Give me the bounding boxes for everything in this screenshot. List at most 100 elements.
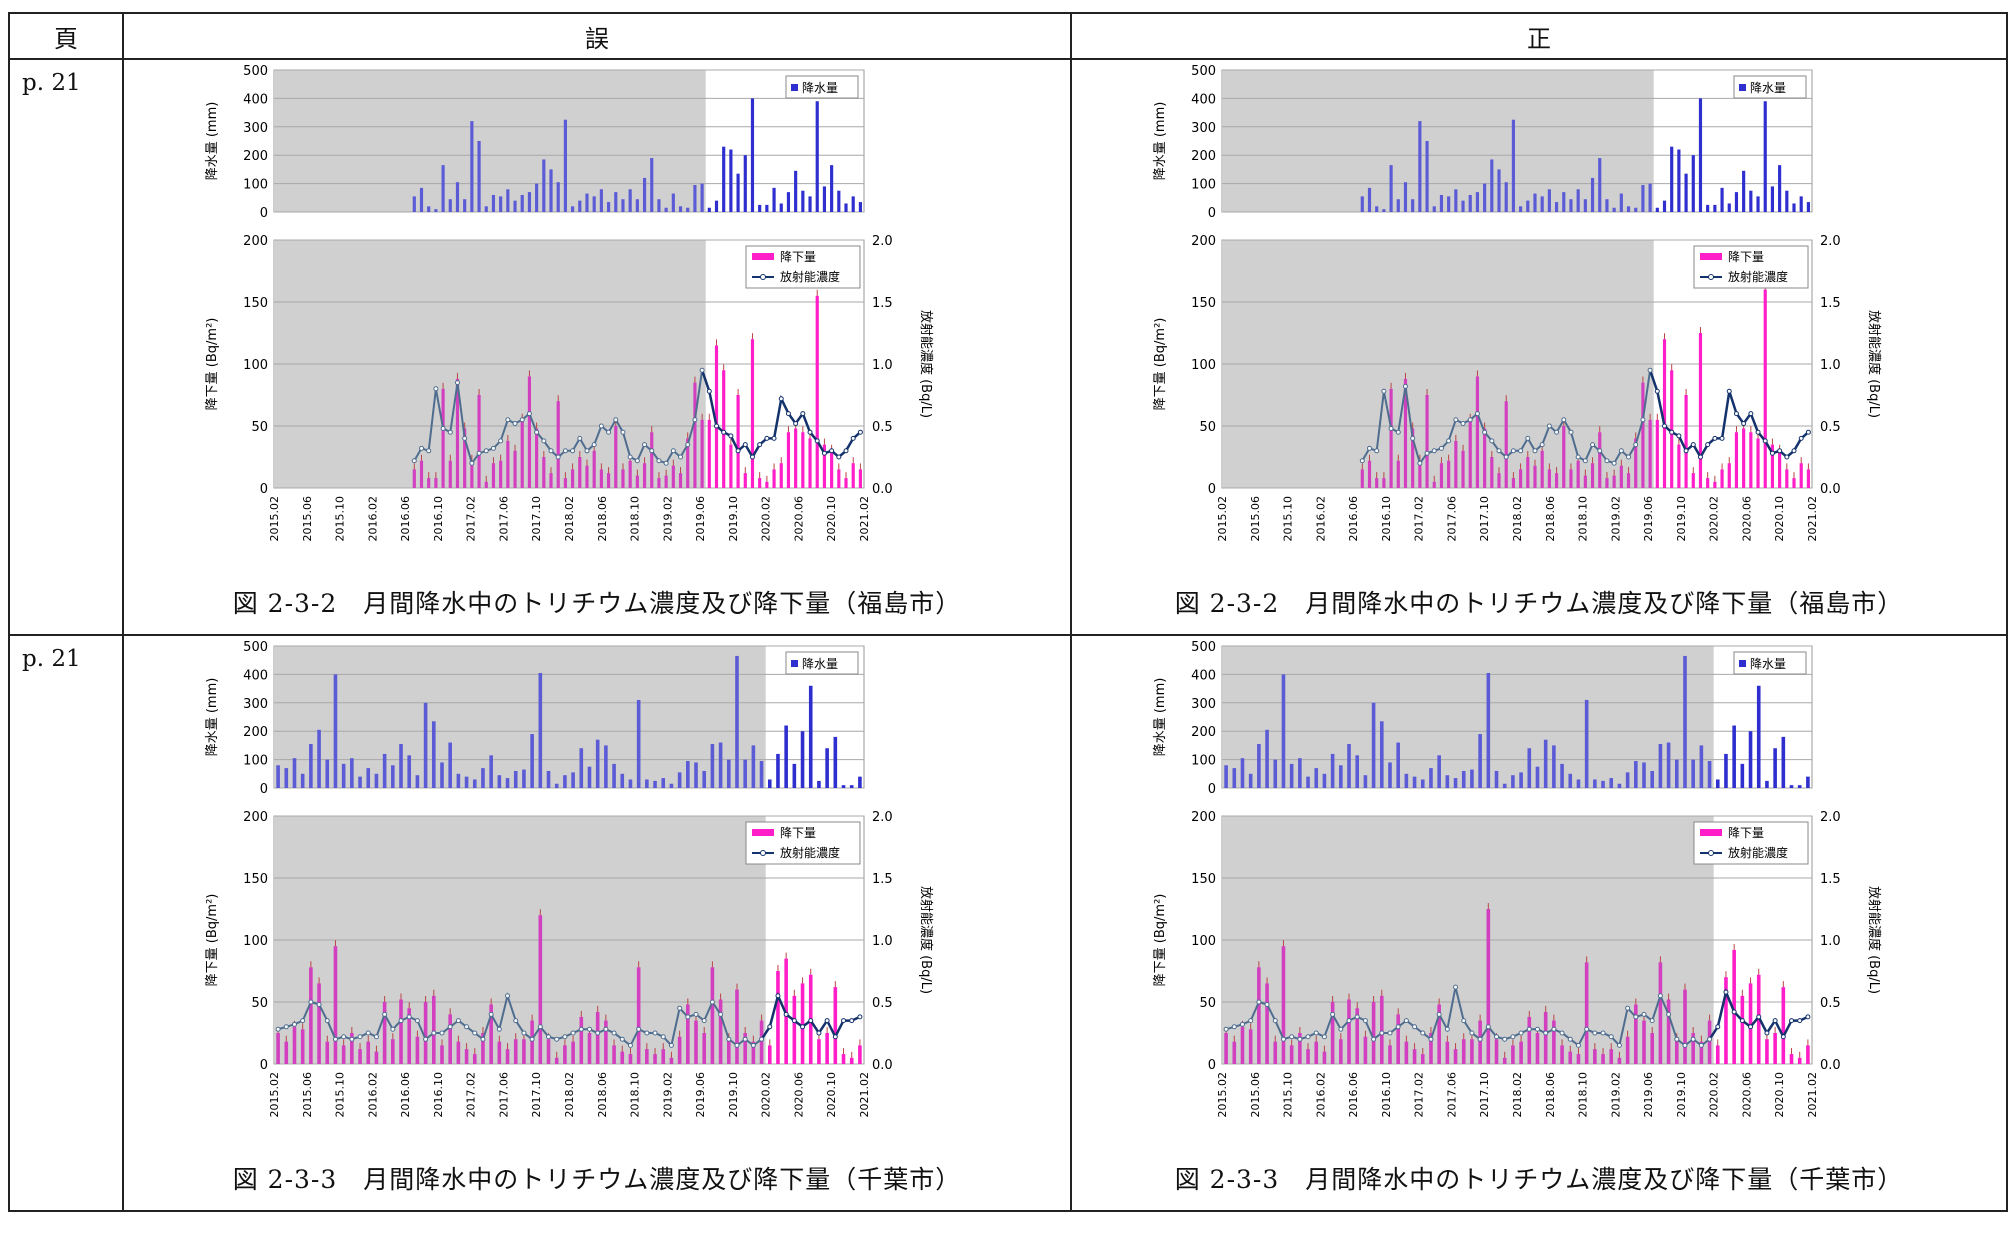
concentration-point — [1321, 1034, 1327, 1040]
concentration-point — [1654, 388, 1660, 394]
deposition-bar — [276, 1033, 280, 1064]
precip-bar — [1396, 199, 1400, 212]
deposition-bar — [300, 1029, 305, 1064]
x-tick-label: 2015.10 — [1282, 496, 1295, 542]
concentration-point — [390, 1026, 396, 1032]
y-tick-label-deposition: 50 — [251, 420, 268, 435]
precip-bar — [1339, 765, 1343, 788]
concentration-point — [850, 435, 856, 441]
deposition-bar — [707, 419, 711, 488]
concentration-point — [644, 1030, 650, 1036]
figure-cell-right-fukushima: 0 100 200 300 400 500 降水量 (mm) 降水量 0 50 100 150 200 0… — [1070, 58, 2008, 636]
deposition-bar — [776, 971, 780, 1064]
x-tick-label: 2015.10 — [334, 1072, 347, 1118]
deposition-bar — [1626, 473, 1631, 488]
y-tick-label-deposition: 0 — [1208, 482, 1216, 497]
deposition-bar — [677, 1036, 682, 1064]
precip-bar — [1355, 755, 1360, 788]
deposition-bar — [1691, 473, 1695, 488]
precip-bar — [751, 745, 756, 788]
deposition-bar — [1339, 1039, 1343, 1064]
deposition-bar — [1634, 1004, 1638, 1064]
y-tick-label-precip: 200 — [1191, 149, 1216, 164]
legend-marker-concentration — [1708, 274, 1714, 280]
concentration-point — [1726, 388, 1732, 394]
precip-bar — [702, 770, 707, 788]
precip-bar — [300, 773, 305, 788]
concentration-point — [1374, 448, 1380, 454]
precip-bar — [1502, 783, 1507, 788]
x-tick-label: 2019.10 — [1675, 496, 1688, 542]
deposition-bar — [431, 995, 436, 1064]
precip-bar — [1691, 759, 1695, 788]
deposition-bar — [1355, 1008, 1360, 1064]
concentration-point — [670, 448, 676, 454]
concentration-point — [1485, 1024, 1491, 1030]
y-tick-label-concentration: 2.0 — [872, 810, 893, 825]
deposition-bar — [1511, 478, 1515, 488]
precip-bar — [650, 158, 654, 212]
y-axis-label-precip: 降水量 (mm) — [205, 678, 220, 757]
concentration-point — [349, 1036, 355, 1042]
deposition-bar — [849, 1057, 854, 1064]
precip-bar — [333, 674, 338, 788]
precip-bar — [1504, 182, 1508, 212]
concentration-point — [1431, 448, 1437, 454]
precip-bar — [448, 199, 452, 212]
concentration-point — [411, 458, 417, 464]
precip-bar — [1289, 763, 1294, 788]
y-tick-label-concentration: 0.5 — [1820, 420, 1841, 435]
precip-bar — [800, 731, 805, 788]
concentration-point — [275, 1026, 281, 1032]
deposition-bar — [1403, 378, 1408, 488]
precip-bar — [1281, 674, 1286, 788]
concentration-point — [1584, 1026, 1590, 1032]
precip-bar — [657, 199, 661, 212]
precip-bar — [358, 776, 362, 788]
deposition-bar — [700, 419, 704, 488]
precip-bar — [1511, 775, 1515, 788]
y-tick-label-precip: 500 — [1191, 640, 1216, 655]
concentration-point — [678, 454, 684, 460]
precip-bar — [1519, 772, 1523, 788]
legend-label-deposition: 降下量 — [780, 826, 816, 840]
precip-bar — [707, 207, 711, 212]
precip-bar — [556, 182, 560, 212]
concentration-point — [709, 999, 715, 1005]
concentration-point — [1640, 417, 1646, 423]
deposition-bar — [571, 469, 575, 488]
concentration-point — [1264, 1001, 1270, 1007]
deposition-bar — [1655, 419, 1659, 488]
concentration-point — [634, 458, 640, 464]
precip-bar — [642, 177, 647, 212]
precip-bar — [678, 206, 683, 212]
deposition-bar — [399, 999, 403, 1064]
precip-bar — [1770, 186, 1775, 212]
concentration-point — [1748, 411, 1754, 417]
concentration-point — [1715, 1024, 1721, 1030]
concentration-point — [857, 429, 863, 435]
precip-bar — [382, 753, 387, 788]
precip-bar — [1535, 766, 1540, 788]
y-tick-label-precip: 500 — [243, 640, 268, 655]
concentration-point — [464, 1024, 470, 1030]
precip-bar — [1641, 185, 1645, 212]
deposition-bar — [743, 1033, 747, 1064]
precip-bar — [1371, 702, 1376, 788]
precip-bar — [1411, 199, 1415, 212]
precip-bar — [481, 768, 485, 788]
header-page: 頁 — [8, 12, 124, 60]
deposition-bar — [645, 1049, 649, 1064]
y-tick-label-concentration: 0.0 — [872, 1058, 893, 1073]
concentration-point — [619, 1036, 625, 1042]
deposition-bar — [851, 463, 855, 488]
concentration-point — [1755, 429, 1761, 435]
x-tick-label: 2016.02 — [366, 496, 379, 542]
header-wrong: 誤 — [122, 12, 1072, 60]
precip-bar — [1475, 192, 1480, 212]
deposition-bar — [1404, 1041, 1409, 1064]
x-tick-label: 2016.06 — [1347, 1072, 1360, 1118]
deposition-bar — [800, 983, 805, 1064]
concentration-point — [1559, 1030, 1565, 1036]
y-tick-label-precip: 0 — [260, 782, 268, 797]
